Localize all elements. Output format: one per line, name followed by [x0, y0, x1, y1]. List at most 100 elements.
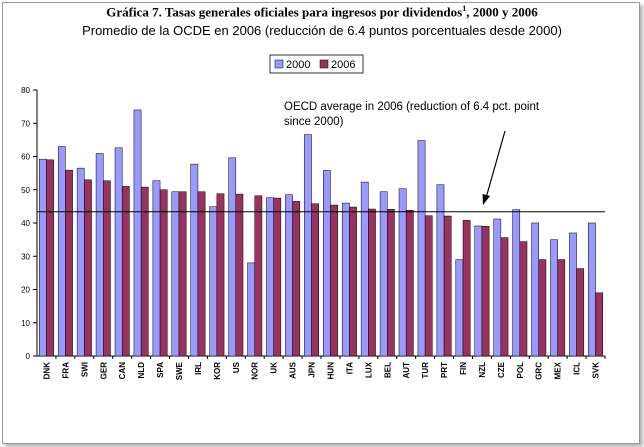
category-label-BEL: BEL: [383, 362, 392, 378]
category-label-ITA: ITA: [345, 362, 354, 375]
category-label-SPA: SPA: [156, 362, 165, 378]
chart-title-tail: , 2000 y 2006: [466, 4, 538, 20]
bar-2000-NLD: [133, 109, 142, 357]
y-tick-label: 20: [21, 286, 30, 295]
category-label-TUR: TUR: [421, 362, 430, 379]
category-label-NOR: NOR: [251, 362, 260, 380]
bar-2006-PRT: [443, 215, 452, 357]
bar-2006-TUR: [424, 215, 433, 357]
bar-2006-GRC: [538, 259, 547, 357]
category-label-FRA: FRA: [61, 362, 70, 379]
category-label-AUS: AUS: [289, 361, 298, 379]
bar-2006-CZE: [500, 237, 509, 357]
bar-2000-TUR: [417, 140, 426, 357]
bar-2006-NLD: [140, 186, 149, 357]
category-label-POL: POL: [516, 362, 525, 379]
category-label-SWI: SWI: [80, 362, 89, 377]
y-tick-label: 10: [21, 319, 30, 328]
category-label-DNK: DNK: [42, 362, 51, 380]
legend-swatch-2006: [319, 59, 329, 69]
bar-2000-PRT: [436, 184, 445, 357]
bar-2006-KOR: [216, 193, 225, 357]
annotation-line-2: since 2000): [284, 116, 344, 128]
bar-2000-US: [228, 157, 237, 357]
bar-2000-POL: [512, 209, 521, 357]
bar-2006-ITA: [349, 206, 357, 357]
bar-2000-ICL: [569, 232, 577, 357]
bar-2006-IRL: [197, 191, 206, 357]
bar-2000-SPA: [152, 180, 161, 357]
category-label-JPN: JPN: [308, 362, 317, 378]
category-label-MEX: MEX: [554, 361, 563, 379]
category-label-SWE: SWE: [175, 361, 184, 380]
bar-2006-CAN: [121, 186, 130, 357]
bar-2006-MEX: [557, 259, 566, 357]
bar-2006-ICL: [576, 268, 585, 357]
bar-2000-NOR: [247, 262, 255, 357]
bar-2000-FIN: [455, 259, 464, 357]
category-label-SVK: SVK: [592, 362, 601, 379]
annotation-arrow-shaft: [485, 130, 506, 199]
bar-2006-HUN: [330, 204, 338, 357]
category-label-NZL: NZL: [478, 362, 487, 378]
y-tick-label: 80: [21, 86, 30, 95]
legend-label-2000: 2000: [286, 59, 310, 71]
category-label-PRT: PRT: [440, 362, 449, 378]
bar-2006-SPA: [159, 189, 168, 357]
bar-2000-GER: [95, 153, 104, 357]
category-label-US: US: [232, 361, 241, 373]
category-label-LUX: LUX: [364, 361, 373, 378]
bar-2000-KOR: [209, 206, 218, 357]
bar-2006-SWI: [84, 179, 92, 357]
y-tick-label: 70: [21, 119, 30, 128]
bar-2006-UK: [273, 197, 282, 357]
bar-2006-AUT: [405, 210, 414, 357]
legend-box: [269, 54, 364, 74]
bar-2000-BEL: [379, 191, 388, 357]
bar-2006-DNK: [46, 159, 54, 357]
chart-title: Gráfica 7. Tasas generales oficiales par…: [0, 4, 644, 20]
chart-subtitle: Promedio de la OCDE en 2006 (reducción d…: [82, 23, 562, 38]
bar-2000-SWI: [76, 167, 85, 357]
bar-2000-AUT: [398, 188, 407, 357]
bar-2000-GRC: [531, 222, 539, 357]
bar-2000-CZE: [493, 218, 502, 357]
bar-2006-AUS: [292, 201, 301, 357]
bar-2000-ITA: [341, 202, 350, 357]
category-label-FIN: FIN: [459, 362, 468, 375]
y-tick-label: 0: [26, 352, 31, 361]
bar-2000-CAN: [114, 147, 123, 357]
bar-2006-JPN: [311, 203, 319, 357]
category-label-IRL: IRL: [194, 362, 203, 375]
legend-swatch-2000: [274, 59, 284, 69]
bar-2006-LUX: [368, 208, 376, 357]
y-tick-label: 50: [21, 186, 30, 195]
bar-2000-DNK: [39, 158, 47, 357]
category-label-UK: UK: [270, 362, 279, 374]
category-label-NLD: NLD: [137, 362, 146, 379]
category-label-CAN: CAN: [118, 362, 127, 380]
bar-2000-LUX: [360, 181, 369, 357]
category-label-AUT: AUT: [402, 362, 411, 379]
legend: 2000 2006: [269, 54, 364, 74]
bar-2006-POL: [519, 241, 528, 357]
category-label-CZE: CZE: [497, 361, 506, 378]
annotation-line-1: OECD average in 2006 (reduction of 6.4 p…: [284, 101, 540, 113]
y-tick-label: 40: [21, 219, 30, 228]
bar-2006-FIN: [462, 220, 471, 357]
y-tick-label: 60: [21, 153, 30, 162]
bar-2000-FRA: [57, 146, 66, 357]
category-label-ICL: ICL: [573, 362, 582, 375]
category-label-GER: GER: [99, 362, 108, 380]
legend-label-2006: 2006: [331, 59, 355, 71]
bar-2006-NOR: [254, 195, 263, 357]
bar-2006-FRA: [65, 169, 73, 357]
bar-2006-BEL: [387, 209, 395, 357]
annotation-arrow-head: [482, 194, 490, 205]
bar-2006-SVK: [595, 292, 603, 357]
bar-2006-US: [235, 193, 244, 357]
category-label-GRC: GRC: [535, 362, 544, 380]
bar-2000-HUN: [323, 170, 331, 357]
chart-title-footnote: 1: [462, 4, 467, 13]
